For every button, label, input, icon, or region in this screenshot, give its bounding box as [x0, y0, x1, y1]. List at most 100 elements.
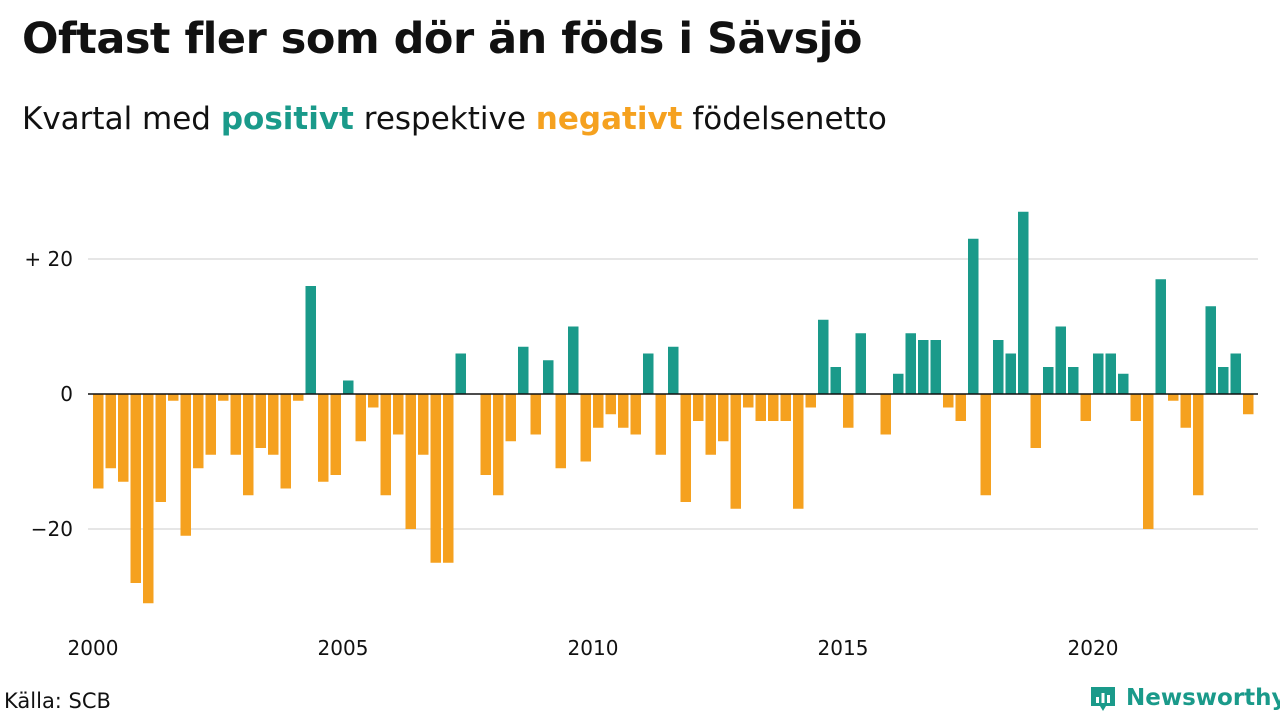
- gridlines: [88, 258, 1258, 530]
- bar: [818, 319, 829, 394]
- bar: [993, 340, 1004, 394]
- bar: [268, 394, 279, 455]
- bar: [380, 394, 391, 496]
- bar: [393, 394, 404, 435]
- bar: [530, 394, 541, 435]
- bar: [1055, 326, 1066, 394]
- bar: [655, 394, 666, 455]
- chart-title: Oftast fler som dör än föds i Sävsjö: [22, 14, 862, 64]
- bar: [493, 394, 504, 496]
- bar: [668, 346, 679, 394]
- chart-subtitle: Kvartal med positivt respektive negativt…: [22, 101, 887, 137]
- bar: [455, 353, 466, 394]
- bar: [318, 394, 329, 482]
- bar: [518, 346, 529, 394]
- bar: [730, 394, 741, 509]
- bar: [1205, 306, 1216, 394]
- x-tick-label: 2005: [318, 636, 369, 660]
- bar: [1080, 394, 1091, 421]
- bar: [1193, 394, 1204, 496]
- bar: [143, 394, 154, 604]
- bar: [968, 238, 979, 394]
- bar: [1068, 367, 1079, 394]
- bar: [418, 394, 429, 455]
- bar: [93, 394, 104, 489]
- bar: [880, 394, 891, 435]
- x-tick-label: 2010: [568, 636, 619, 660]
- bar: [955, 394, 966, 421]
- bar: [593, 394, 604, 428]
- bar: [755, 394, 766, 421]
- bar: [1130, 394, 1141, 421]
- bar: [693, 394, 704, 421]
- subtitle-suffix: födelsenetto: [692, 101, 887, 137]
- bar: [780, 394, 791, 421]
- bar: [1030, 394, 1041, 448]
- bar: [405, 394, 416, 529]
- bar: [580, 394, 591, 462]
- y-tick-label: −20: [31, 517, 73, 541]
- brand-name: Newsworthy: [1126, 685, 1280, 711]
- bar: [630, 394, 641, 435]
- bar: [505, 394, 516, 442]
- bar: [480, 394, 491, 475]
- bar: [680, 394, 691, 502]
- bar: [293, 394, 304, 401]
- bar: [1180, 394, 1191, 428]
- bar: [1018, 211, 1029, 394]
- subtitle-middle: respektive: [363, 101, 526, 137]
- bars: [93, 211, 1254, 604]
- bar: [180, 394, 191, 536]
- bar: [130, 394, 141, 583]
- bar: [430, 394, 441, 563]
- bar: [893, 373, 904, 394]
- source-note: Källa: SCB: [4, 689, 111, 713]
- subtitle-positive: positivt: [220, 101, 354, 137]
- bar: [605, 394, 616, 415]
- bar: [155, 394, 166, 502]
- bar: [805, 394, 816, 408]
- bar: [568, 326, 579, 394]
- bar: [368, 394, 379, 408]
- bar: [905, 333, 916, 394]
- bar: [443, 394, 454, 563]
- bar: [1043, 367, 1054, 394]
- bar: [330, 394, 341, 475]
- bar: [830, 367, 841, 394]
- bar: [193, 394, 204, 469]
- bar: [118, 394, 129, 482]
- bar: [1155, 279, 1166, 394]
- bar: [918, 340, 929, 394]
- bar: [218, 394, 229, 401]
- bar: [1093, 353, 1104, 394]
- bar: [1105, 353, 1116, 394]
- bar: [718, 394, 729, 442]
- y-tick-label: + 20: [24, 247, 73, 271]
- bar: [1230, 353, 1241, 394]
- bar: [855, 333, 866, 394]
- x-tick-label: 2000: [68, 636, 119, 660]
- x-tick-label: 2015: [818, 636, 869, 660]
- bar: [1168, 394, 1179, 401]
- bar: [1005, 353, 1016, 394]
- x-tick-label: 2020: [1068, 636, 1119, 660]
- bar: [943, 394, 954, 408]
- bar: [1118, 373, 1129, 394]
- bar: [1143, 394, 1154, 529]
- bar: [930, 340, 941, 394]
- bar: [543, 360, 554, 394]
- bar: [230, 394, 241, 455]
- subtitle-negative: negativt: [535, 101, 683, 137]
- brand-logo: Newsworthy: [1088, 683, 1280, 713]
- bar: [255, 394, 266, 448]
- bar: [618, 394, 629, 428]
- bar: [643, 353, 654, 394]
- y-tick-label: 0: [60, 382, 73, 406]
- bar: [843, 394, 854, 428]
- bar: [343, 380, 354, 394]
- bar: [768, 394, 779, 421]
- axes: + 20 0 −20 2000 2005 2010 2015 2020: [24, 247, 1258, 660]
- bar: [305, 286, 316, 394]
- bar: [743, 394, 754, 408]
